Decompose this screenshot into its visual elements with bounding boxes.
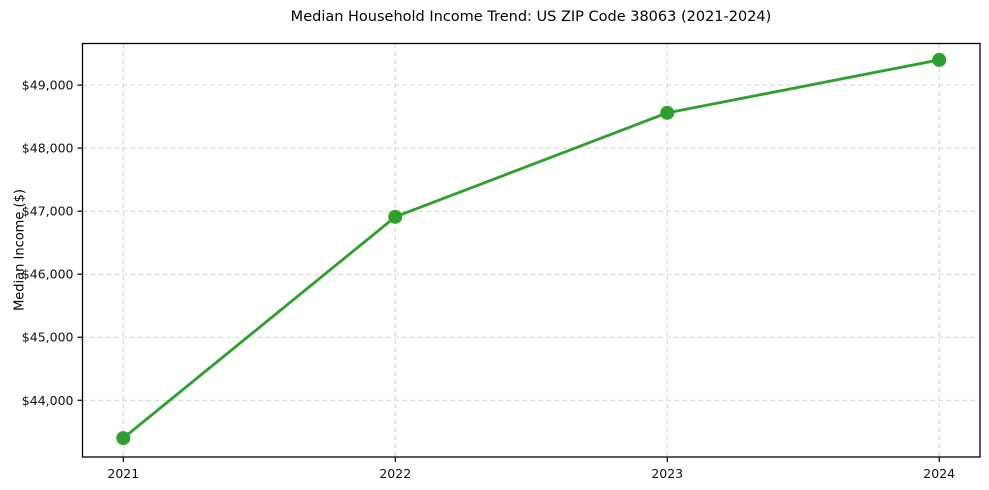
y-tick-label: $47,000 <box>22 204 74 219</box>
x-tick-label: 2022 <box>379 466 411 481</box>
y-tick-label: $44,000 <box>22 393 74 408</box>
income-series <box>116 52 947 446</box>
axes <box>77 42 981 462</box>
data-point-2024 <box>932 52 947 67</box>
y-tick-label: $48,000 <box>22 141 74 156</box>
data-point-2023 <box>660 105 675 120</box>
y-tick-label: $49,000 <box>22 78 74 93</box>
y-tick-label: $45,000 <box>22 330 74 345</box>
trend-line <box>121 58 941 440</box>
x-tick-label: 2023 <box>651 466 683 481</box>
data-point-2021 <box>116 431 131 446</box>
data-point-2022 <box>388 209 403 224</box>
x-tick-label: 2021 <box>107 466 139 481</box>
plot-border <box>81 42 981 458</box>
chart-title: Median Household Income Trend: US ZIP Co… <box>290 9 772 25</box>
x-tick-label: 2024 <box>923 466 955 481</box>
gridlines <box>82 43 980 457</box>
y-tick-label: $46,000 <box>22 267 74 282</box>
tick-labels: $44,000 $45,000 $46,000 $47,000 $48,000 $49,0… <box>22 78 955 481</box>
